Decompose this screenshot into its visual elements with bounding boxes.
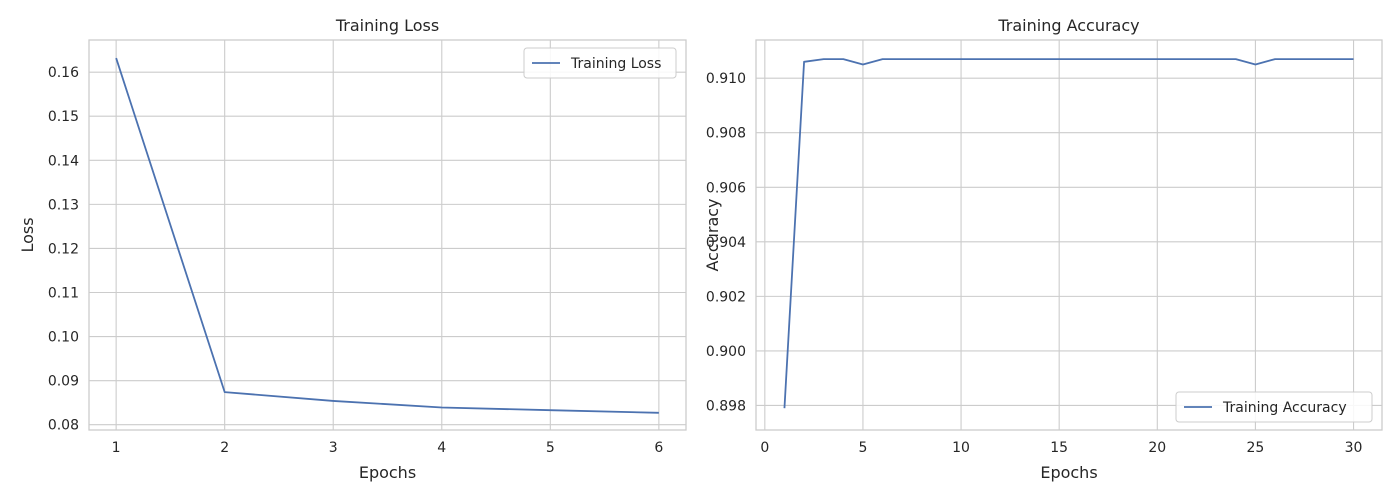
loss-y-tick-label: 0.11 — [48, 286, 79, 302]
loss-chart-title: Training Loss — [335, 16, 439, 35]
accuracy-x-tick-label: 0 — [760, 440, 769, 456]
loss-grid — [89, 40, 686, 430]
loss-y-tick-label: 0.14 — [48, 153, 79, 169]
loss-y-tick-label: 0.13 — [48, 197, 79, 213]
accuracy-x-axis-label: Epochs — [1040, 463, 1097, 482]
accuracy-chart-title: Training Accuracy — [997, 16, 1139, 35]
loss-y-tick-label: 0.16 — [48, 65, 79, 81]
loss-y-tick-label: 0.10 — [48, 330, 79, 346]
accuracy-y-tick-label: 0.904 — [706, 235, 746, 251]
accuracy-plot-border — [755, 39, 1383, 431]
accuracy-y-tick-label: 0.910 — [706, 71, 746, 87]
loss-x-tick-label: 5 — [546, 440, 555, 456]
accuracy-y-tick-label: 0.906 — [706, 180, 746, 196]
loss-x-tick-label: 3 — [329, 440, 338, 456]
loss-x-tick-label: 2 — [220, 440, 229, 456]
accuracy-y-axis-label: Accuracy — [703, 198, 722, 271]
loss-y-tick-label: 0.12 — [48, 241, 79, 257]
loss-y-tick-label: 0.09 — [48, 374, 79, 390]
accuracy-legend-label: Training Accuracy — [1222, 400, 1347, 416]
loss-plot-border — [88, 39, 687, 431]
accuracy-chart: 0 5 10 15 20 25 30 0.898 0.900 0.902 0.904 0.906 0.9… — [703, 16, 1383, 482]
loss-x-tick-label: 6 — [654, 440, 663, 456]
accuracy-x-tick-label: 5 — [858, 440, 867, 456]
loss-chart: 1 2 3 4 5 6 0.08 0.09 0.10 0.11 0.12 0.13 0.14 0.15 0.… — [18, 16, 687, 482]
loss-legend-label: Training Loss — [570, 56, 661, 72]
accuracy-x-tick-label: 20 — [1148, 440, 1166, 456]
accuracy-ticks: 0 5 10 15 20 25 30 0.898 0.900 0.902 0.904 0.906 0.9… — [706, 71, 1363, 456]
loss-legend-box — [523, 47, 677, 79]
accuracy-y-tick-label: 0.898 — [706, 398, 746, 414]
accuracy-grid — [756, 40, 1382, 430]
loss-y-axis-label: Loss — [18, 217, 37, 252]
loss-axes-frame — [88, 39, 687, 431]
accuracy-legend: Training Accuracy — [1175, 391, 1373, 423]
accuracy-x-tick-label: 30 — [1345, 440, 1363, 456]
loss-series-line — [115, 57, 659, 414]
accuracy-y-tick-label: 0.900 — [706, 344, 746, 360]
accuracy-series — [783, 58, 1354, 409]
loss-legend: Training Loss — [523, 47, 677, 79]
loss-x-axis-label: Epochs — [359, 463, 416, 482]
accuracy-legend-box — [1175, 391, 1373, 423]
loss-series — [115, 57, 659, 414]
accuracy-y-tick-label: 0.908 — [706, 126, 746, 142]
accuracy-series-line — [783, 58, 1354, 409]
loss-ticks: 1 2 3 4 5 6 0.08 0.09 0.10 0.11 0.12 0.13 0.14 0.15 0.… — [48, 65, 664, 456]
accuracy-x-tick-label: 10 — [952, 440, 970, 456]
accuracy-y-tick-label: 0.902 — [706, 289, 746, 305]
accuracy-axes-frame — [755, 39, 1383, 431]
loss-x-tick-label: 1 — [112, 440, 121, 456]
loss-y-tick-label: 0.15 — [48, 109, 79, 125]
accuracy-x-tick-label: 25 — [1247, 440, 1265, 456]
loss-y-tick-label: 0.08 — [48, 418, 79, 434]
loss-x-tick-label: 4 — [437, 440, 446, 456]
accuracy-x-tick-label: 15 — [1050, 440, 1068, 456]
